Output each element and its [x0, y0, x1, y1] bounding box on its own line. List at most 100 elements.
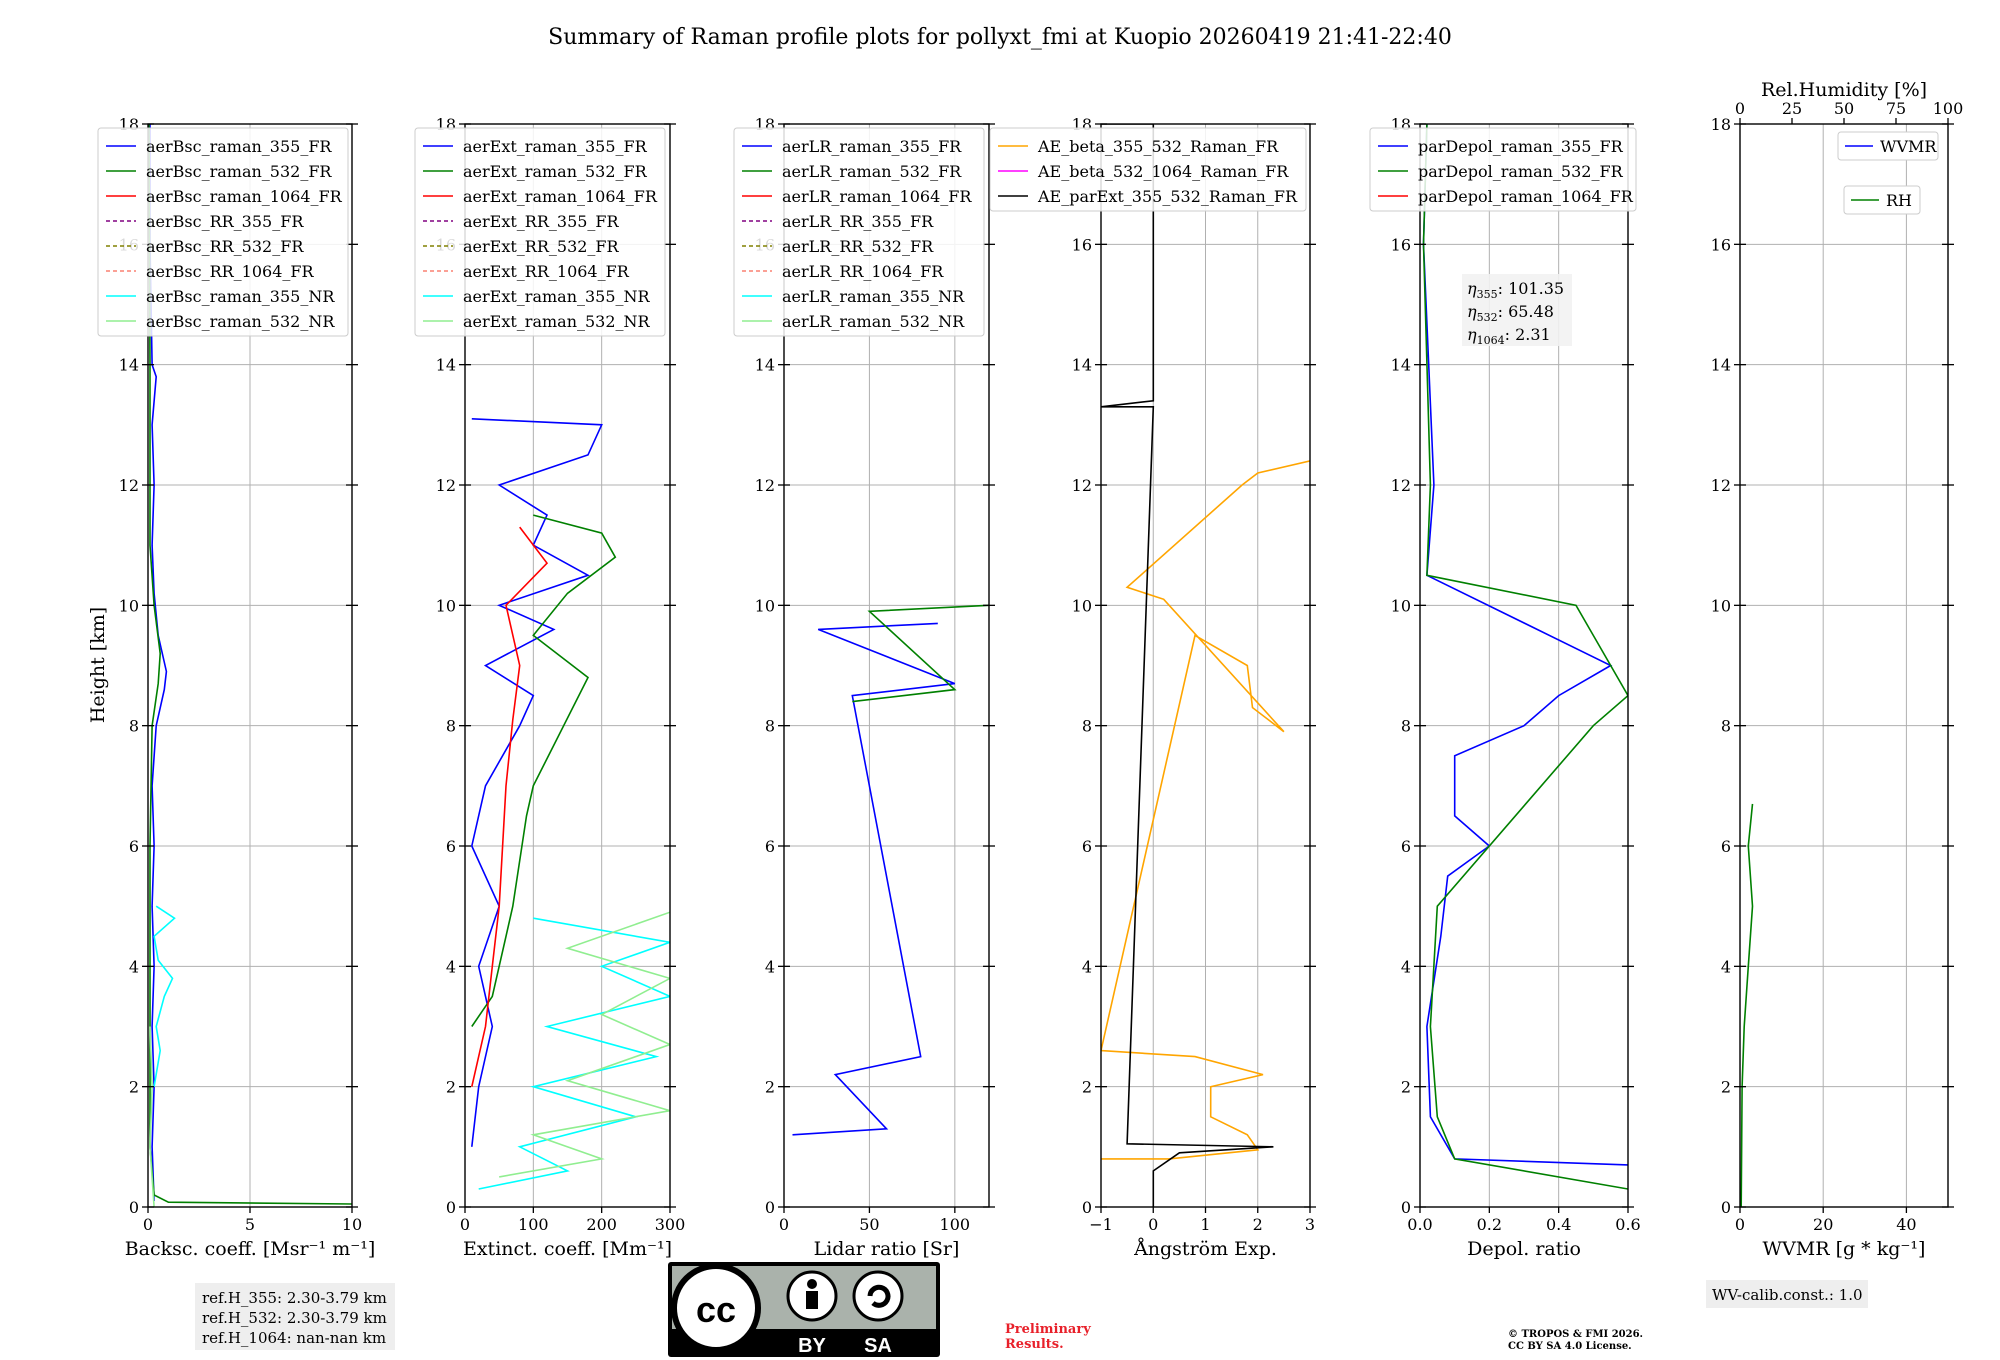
svg-text:cc: cc	[696, 1289, 736, 1330]
y-tick-label: 10	[1391, 596, 1411, 615]
legend: AE_beta_355_532_Raman_FR AE_beta_532_1064…	[989, 127, 1307, 212]
figure-title: Summary of Raman profile plots for polly…	[548, 25, 1452, 50]
legend-label: aerExt_RR_1064_FR	[463, 262, 630, 281]
legend-label: aerExt_RR_355_FR	[463, 212, 620, 231]
y-tick-label: 12	[1711, 476, 1731, 495]
series-group	[1101, 124, 1310, 1207]
y-tick-label: 6	[1401, 837, 1411, 856]
legend-label: aerBsc_RR_1064_FR	[146, 262, 315, 281]
top-x-tick-label: 0	[1735, 99, 1745, 118]
legend-label: aerLR_RR_355_FR	[782, 212, 934, 231]
legend-box	[989, 127, 1307, 212]
legend-label: aerBsc_raman_1064_FR	[146, 187, 343, 206]
legend-label: aerExt_RR_532_FR	[463, 237, 620, 256]
x-tick-label: 0	[143, 1215, 153, 1234]
legend-label: parDepol_raman_355_FR	[1418, 137, 1624, 156]
y-tick-label: 16	[1711, 235, 1731, 254]
x-tick-label: 200	[586, 1215, 617, 1234]
series-aerExt_raman_355_FR	[470, 418, 603, 1147]
x-tick-label: 0.6	[1615, 1215, 1640, 1234]
y-tick-label: 2	[765, 1078, 775, 1097]
series-RH	[1740, 803, 1754, 1207]
x-tick-label: 5	[245, 1215, 255, 1234]
cc-icon	[671, 1263, 761, 1353]
y-tick-label: 18	[1711, 115, 1731, 134]
y-tick-label: 14	[436, 356, 456, 375]
legend: aerExt_raman_355_FR aerExt_raman_532_FRae…	[414, 127, 666, 337]
x-tick-label: 100	[940, 1215, 971, 1234]
y-tick-label: 8	[446, 717, 456, 736]
y-tick-label: 10	[119, 596, 139, 615]
y-tick-label: 8	[129, 717, 139, 736]
legend-label: RH	[1886, 191, 1912, 210]
y-tick-label: 2	[1401, 1078, 1411, 1097]
y-tick-label: 12	[119, 476, 139, 495]
plot-frame	[1739, 123, 1949, 1208]
x-tick-label: 1	[1200, 1215, 1210, 1234]
plot-frame	[783, 123, 990, 1208]
y-tick-label: 2	[446, 1078, 456, 1097]
legend-label: AE_beta_532_1064_Raman_FR	[1037, 162, 1289, 181]
series-aerBsc_raman_355_NR	[153, 905, 176, 1087]
y-tick-label: 6	[765, 837, 775, 856]
y-tick-label: 12	[755, 476, 775, 495]
y-tick-label: 0	[765, 1198, 775, 1217]
y-tick-label: 4	[765, 957, 775, 976]
x-tick-label: 0.2	[1477, 1215, 1502, 1234]
panel-lr: 024681012141618050100Lidar ratio [Sr]aer…	[733, 115, 995, 1260]
legend-box	[414, 127, 666, 337]
legend-label: parDepol_raman_532_FR	[1418, 162, 1624, 181]
series-group	[1422, 124, 1628, 1190]
series-aerExt_raman_532_FR	[471, 514, 617, 1027]
y-tick-label: 10	[755, 596, 775, 615]
license-text: CC BY SA 4.0 License.	[1508, 1341, 1632, 1352]
refH-532: ref.H_532: 2.30-3.79 km	[202, 1309, 387, 1327]
eta-1064: η1064: 2.31	[1467, 325, 1551, 347]
legend-label: aerExt_raman_1064_FR	[463, 187, 658, 206]
legend-label: aerLR_RR_532_FR	[782, 237, 934, 256]
y-tick-label: 12	[436, 476, 456, 495]
series-aerLR_raman_532_FR	[852, 604, 989, 703]
top-x-tick-label: 25	[1782, 99, 1802, 118]
legend-label: aerExt_raman_532_FR	[463, 162, 648, 181]
legend-label: aerExt_raman_355_NR	[463, 287, 651, 306]
series-aerBsc_raman_355_FR	[149, 124, 168, 1202]
x-axis-label: Depol. ratio	[1467, 1238, 1581, 1260]
y-tick-label: 16	[1391, 235, 1411, 254]
legend-label: aerBsc_raman_532_FR	[146, 162, 332, 181]
x-tick-label: −1	[1089, 1215, 1113, 1234]
cc-license-badge: cc BY SA	[668, 1262, 940, 1357]
reference-height-box: ref.H_355: 2.30-3.79 km ref.H_532: 2.30-…	[195, 1283, 395, 1350]
y-tick-label: 2	[1721, 1078, 1731, 1097]
wv-calib-box: WV-calib.const.: 1.0	[1706, 1280, 1868, 1308]
refH-355: ref.H_355: 2.30-3.79 km	[202, 1289, 387, 1307]
y-tick-label: 12	[1072, 476, 1092, 495]
x-axis-label: WVMR [g * kg⁻¹]	[1763, 1238, 1926, 1260]
panel-bsc: 0246810121416180510Backsc. coeff. [Msr⁻¹…	[97, 115, 375, 1260]
series-AE_parExt_355_532_Raman_FR	[1101, 124, 1274, 1207]
eta-355: η355: 101.35	[1467, 279, 1564, 301]
top-axis-label: Rel.Humidity [%]	[1761, 79, 1927, 101]
y-tick-label: 6	[129, 837, 139, 856]
y-tick-label: 8	[765, 717, 775, 736]
y-tick-label: 0	[1721, 1198, 1731, 1217]
panel-ext: 0246810121416180100200300Extinct. coeff.…	[414, 115, 685, 1260]
y-tick-label: 6	[1721, 837, 1731, 856]
x-axis-label: Extinct. coeff. [Mm⁻¹]	[463, 1238, 672, 1260]
y-tick-label: 0	[129, 1198, 139, 1217]
x-tick-label: 0.0	[1407, 1215, 1432, 1234]
y-tick-label: 14	[755, 356, 775, 375]
x-tick-label: 2	[1253, 1215, 1263, 1234]
y-tick-label: 8	[1721, 717, 1731, 736]
x-tick-label: 0.4	[1546, 1215, 1571, 1234]
legend: parDepol_raman_355_FR parDepol_raman_532_…	[1369, 127, 1637, 212]
preliminary-results: Preliminary Results.	[1005, 1322, 1091, 1352]
y-tick-label: 14	[1391, 356, 1411, 375]
y-tick-label: 0	[1082, 1198, 1092, 1217]
x-tick-label: 0	[460, 1215, 470, 1234]
legend: aerLR_raman_355_FR aerLR_raman_532_FR aerL…	[733, 127, 985, 337]
legend-label: aerLR_raman_355_NR	[782, 287, 965, 306]
y-tick-label: 4	[446, 957, 456, 976]
